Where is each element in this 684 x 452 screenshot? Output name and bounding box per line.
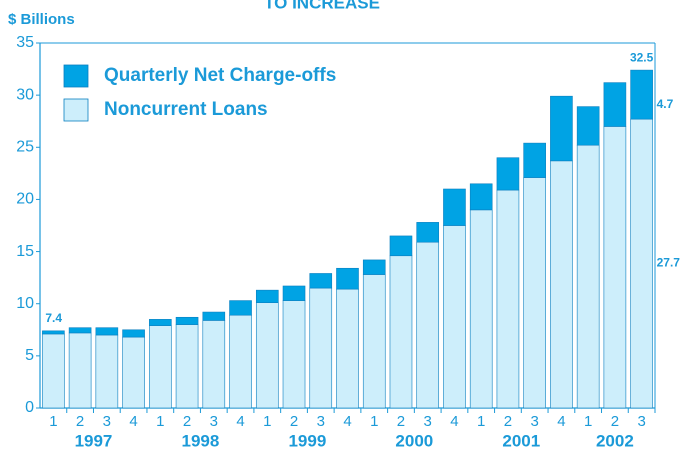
bar-segment xyxy=(576,106,600,146)
bar-segment xyxy=(42,333,65,409)
x-tick-label: 3 xyxy=(103,413,111,430)
y-tick-label: 15 xyxy=(16,243,34,260)
x-tick-label: 4 xyxy=(236,413,244,430)
y-tick-label: 20 xyxy=(16,191,34,208)
group-label: 1997 xyxy=(75,431,113,450)
annotation: 7.4 xyxy=(45,311,62,325)
y-tick-label: 5 xyxy=(25,347,34,364)
bar-segment xyxy=(469,209,493,409)
x-tick-label: 1 xyxy=(370,413,378,430)
y-tick-label: 35 xyxy=(16,34,34,51)
y-tick-label: 10 xyxy=(16,295,34,312)
bar-segment xyxy=(202,320,226,409)
bar-segment xyxy=(336,267,359,290)
bar-segment xyxy=(282,300,306,409)
bar-segment xyxy=(469,183,493,211)
bar-segment xyxy=(68,327,92,334)
bar-segment xyxy=(309,273,333,289)
group-label: 1998 xyxy=(182,431,220,450)
x-tick-label: 3 xyxy=(317,413,325,430)
bar-segment xyxy=(175,324,199,409)
bar-segment xyxy=(149,319,172,326)
legend-label: Quarterly Net Charge-offs xyxy=(104,65,336,86)
bar-segment xyxy=(550,160,573,409)
y-axis-label: $ Billions xyxy=(8,11,75,28)
group-label: 2001 xyxy=(502,431,540,450)
bar-segment xyxy=(416,222,440,243)
y-tick-label: 25 xyxy=(16,139,34,156)
x-tick-label: 3 xyxy=(637,413,645,430)
bar-segment xyxy=(255,289,279,303)
bar-segment xyxy=(603,126,627,409)
chart-title: TO INCREASE xyxy=(264,0,380,12)
x-tick-label: 2 xyxy=(397,413,405,430)
bar-segment xyxy=(336,288,359,409)
legend-swatch xyxy=(63,64,89,88)
bar-segment xyxy=(523,142,546,178)
x-tick-label: 4 xyxy=(557,413,565,430)
bar-segment xyxy=(255,302,279,409)
bar-segment xyxy=(389,235,413,257)
y-tick-label: 30 xyxy=(16,86,34,103)
x-tick-label: 1 xyxy=(584,413,592,430)
data-label: 27.7 xyxy=(657,256,681,270)
bar-segment xyxy=(122,329,145,338)
bar-segment xyxy=(416,241,440,409)
bar-segment xyxy=(229,300,252,316)
y-tick-label: 0 xyxy=(25,399,34,416)
x-tick-label: 4 xyxy=(129,413,137,430)
bar-segment xyxy=(630,69,653,120)
bar-segment xyxy=(362,274,386,409)
data-label: 4.7 xyxy=(657,97,674,111)
x-tick-label: 1 xyxy=(477,413,485,430)
x-tick-label: 2 xyxy=(290,413,298,430)
bar-segment xyxy=(202,311,226,321)
bar-segment xyxy=(603,82,627,127)
bar-segment xyxy=(175,316,199,325)
bar-segment xyxy=(122,336,145,409)
x-tick-label: 3 xyxy=(531,413,539,430)
bar-segment xyxy=(68,332,92,409)
bar-segment xyxy=(95,327,119,336)
legend-swatch xyxy=(63,98,89,122)
x-tick-label: 2 xyxy=(76,413,84,430)
x-tick-label: 4 xyxy=(343,413,351,430)
bar-segment xyxy=(309,287,333,409)
bar-segment xyxy=(95,334,119,409)
group-label: 2002 xyxy=(596,431,634,450)
bar-segment xyxy=(149,325,172,409)
bar-segment xyxy=(362,259,386,275)
bar-segment xyxy=(496,189,520,409)
group-label: 2000 xyxy=(395,431,433,450)
bar-segment xyxy=(630,118,653,409)
x-tick-label: 1 xyxy=(156,413,164,430)
bar-segment xyxy=(42,330,65,335)
x-tick-label: 2 xyxy=(183,413,191,430)
x-tick-label: 3 xyxy=(424,413,432,430)
bar-segment xyxy=(443,188,466,226)
bar-segment xyxy=(496,157,520,191)
x-tick-label: 3 xyxy=(210,413,218,430)
bar-segment xyxy=(443,225,466,409)
bar-segment xyxy=(389,255,413,409)
x-tick-label: 1 xyxy=(263,413,271,430)
legend-label: Noncurrent Loans xyxy=(104,99,268,120)
bar-segment xyxy=(576,144,600,409)
x-tick-label: 2 xyxy=(611,413,619,430)
x-tick-label: 2 xyxy=(504,413,512,430)
x-tick-label: 1 xyxy=(49,413,57,430)
bar-segment xyxy=(229,314,252,409)
bar-segment xyxy=(282,285,306,301)
x-tick-label: 4 xyxy=(450,413,458,430)
bar-segment xyxy=(550,95,573,162)
bar-segment xyxy=(523,177,546,409)
group-label: 1999 xyxy=(288,431,326,450)
annotation: 32.5 xyxy=(630,50,654,64)
